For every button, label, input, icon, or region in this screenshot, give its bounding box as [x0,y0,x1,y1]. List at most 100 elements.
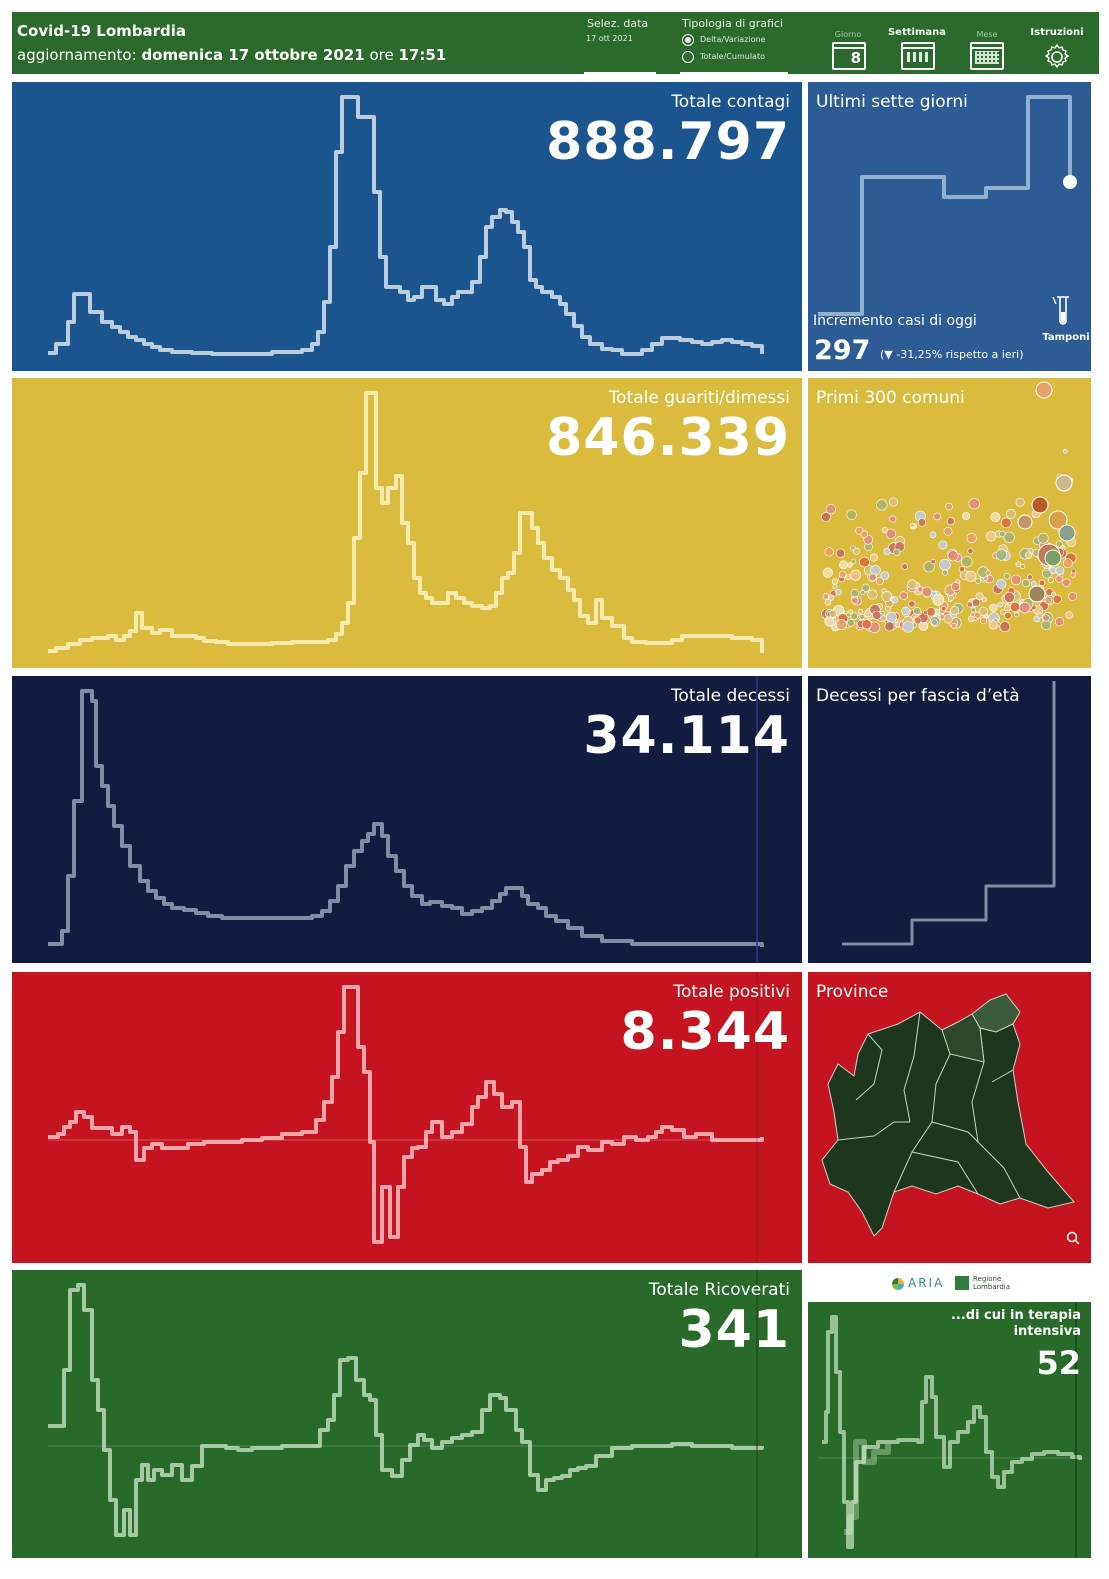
comune-bubble[interactable] [929,531,937,539]
comune-bubble[interactable] [859,556,870,568]
panel-totale-contagi[interactable]: Totale contagi 888.797 [12,82,802,371]
comune-bubble-large[interactable] [1035,381,1053,399]
comune-bubble[interactable] [967,547,974,554]
comune-bubble[interactable] [859,614,865,620]
comune-bubble[interactable] [1014,612,1020,618]
comune-bubble[interactable] [945,502,953,511]
comune-bubble[interactable] [1015,497,1025,507]
comune-bubble[interactable] [961,556,973,568]
comune-bubble[interactable] [847,619,855,627]
comune-bubble[interactable] [1044,596,1053,605]
comune-bubble-large[interactable] [1028,585,1046,603]
comune-bubble[interactable] [1036,612,1043,619]
comune-bubble[interactable] [968,615,975,623]
comune-bubble[interactable] [917,586,924,593]
comune-bubble[interactable] [1062,578,1071,587]
comune-bubble[interactable] [824,547,834,557]
comune-bubble[interactable] [881,526,888,533]
comune-bubble[interactable] [1001,517,1012,529]
tamponi-button[interactable]: Tamponi [1038,294,1090,346]
nav-day-button[interactable]: Giorno 8 [830,14,866,70]
comune-bubble[interactable] [989,603,998,613]
comune-bubble[interactable] [950,582,961,592]
comune-bubble-large[interactable] [1058,524,1076,542]
comune-bubble[interactable] [966,601,973,608]
comune-bubble[interactable] [1062,558,1073,569]
panel-terapia-intensiva[interactable]: ...di cui in terapia intensiva 52 [808,1302,1091,1558]
comune-bubble[interactable] [923,561,935,573]
comune-bubble[interactable] [980,617,988,625]
comune-bubble[interactable] [869,553,878,562]
comune-bubble[interactable] [940,605,947,612]
comune-bubble[interactable] [1065,611,1073,619]
comune-bubble[interactable] [910,523,915,528]
comune-bubble[interactable] [962,512,971,521]
comune-bubble[interactable] [1010,574,1022,586]
comune-bubble[interactable] [1054,617,1065,627]
comune-bubble[interactable] [860,530,868,538]
comune-bubble[interactable] [1003,591,1015,603]
comune-bubble[interactable] [923,610,928,615]
comune-bubble[interactable] [985,531,997,542]
comune-bubble[interactable] [885,528,897,540]
comune-bubble[interactable] [863,535,874,545]
comune-bubble[interactable] [899,591,908,600]
comune-bubble[interactable] [835,619,847,631]
date-selector[interactable]: Selez. data 17 ott 2021 [584,14,656,74]
comune-bubble[interactable] [825,504,836,515]
comune-bubble[interactable] [975,592,984,601]
comune-bubble[interactable] [1068,591,1077,601]
panel-totale-positivi[interactable]: Totale positivi 8.344 [12,972,802,1263]
comune-bubble[interactable] [907,579,918,590]
comune-bubble[interactable] [938,540,948,550]
nav-month-button[interactable]: Mese [967,14,1007,70]
comune-bubble[interactable] [894,622,901,628]
comune-bubble[interactable] [1005,508,1016,519]
comune-bubble[interactable] [850,589,859,598]
comune-bubble[interactable] [824,616,835,627]
zoom-map-icon[interactable] [1066,1231,1080,1245]
panel-ultimi-sette-giorni[interactable]: Ultimi sette giorni Incremento casi di o… [808,82,1091,371]
comune-bubble[interactable] [933,512,941,521]
comune-bubble[interactable] [1049,567,1057,575]
chart-type-option-cumulato[interactable]: Totale/Cumulato [682,50,786,64]
comune-bubble[interactable] [950,605,959,615]
comune-bubble[interactable] [1070,572,1076,578]
comune-bubble[interactable] [875,577,884,586]
comune-bubble[interactable] [832,584,838,590]
comune-bubble[interactable] [1027,574,1033,580]
comune-bubble[interactable] [838,570,847,579]
comune-bubble[interactable] [850,569,862,581]
comune-bubble[interactable] [995,549,1008,561]
comune-bubble[interactable] [846,509,857,520]
comune-bubble[interactable] [860,590,866,596]
comune-bubble[interactable] [965,570,977,582]
comune-bubble[interactable] [1055,566,1065,575]
panel-primi-300-comuni[interactable]: Primi 300 comuni [808,378,1091,668]
comune-bubble[interactable] [970,607,976,613]
comune-bubble[interactable] [835,548,846,558]
comune-bubble[interactable] [845,574,852,581]
comune-bubble[interactable] [999,530,1006,538]
comune-bubble[interactable] [857,608,864,615]
comune-bubble[interactable] [966,533,977,544]
comune-bubble[interactable] [939,558,951,571]
comune-bubble[interactable] [876,499,888,511]
comune-bubble[interactable] [1019,602,1031,614]
comune-bubble-large[interactable] [1044,549,1062,567]
panel-totale-decessi[interactable]: Totale decessi 34.114 [12,676,802,963]
comune-bubble[interactable] [829,609,838,618]
comune-bubble[interactable] [958,566,965,573]
comune-bubble[interactable] [981,597,987,603]
comune-bubble[interactable] [1041,620,1052,631]
comune-bubble[interactable] [985,570,991,576]
instructions-button[interactable]: Istruzioni [1024,14,1090,70]
chart-type-option-delta[interactable]: Delta/Variazione [682,33,786,47]
comune-bubble[interactable] [942,569,949,576]
comune-bubble[interactable] [828,594,835,601]
comune-bubble[interactable] [908,600,916,608]
comune-bubble[interactable] [1004,612,1012,620]
comune-bubble[interactable] [931,619,938,626]
comune-bubble[interactable] [835,588,842,596]
comune-bubble[interactable] [893,548,901,556]
